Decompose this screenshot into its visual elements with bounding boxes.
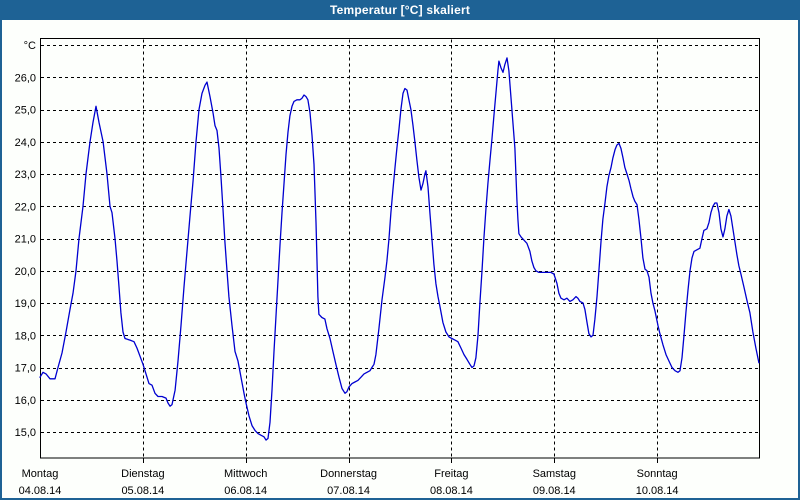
y-tick-label: 23,0 [15, 169, 36, 181]
temperature-series-line [39, 57, 760, 441]
x-day-label: Freitag [434, 468, 468, 480]
y-tick-label: 24,0 [15, 137, 36, 149]
x-date-label: 07.08.14 [327, 485, 370, 497]
y-tick-label: 26,0 [15, 72, 36, 84]
x-day-label: Mittwoch [224, 468, 267, 480]
x-date-label: 09.08.14 [533, 485, 576, 497]
window-title-bar: Temperatur [°C] skaliert [0, 0, 800, 20]
y-tick-label: 17,0 [15, 363, 36, 375]
x-date-label: 05.08.14 [121, 485, 164, 497]
x-day-label: Dienstag [121, 468, 164, 480]
window-title: Temperatur [°C] skaliert [329, 3, 471, 17]
y-axis-unit-label: °C [24, 40, 36, 52]
y-tick-label: 15,0 [15, 427, 36, 439]
y-tick-label: 21,0 [15, 234, 36, 246]
x-day-label: Donnerstag [320, 468, 377, 480]
y-tick-label: 22,0 [15, 201, 36, 213]
x-date-label: 10.08.14 [636, 485, 679, 497]
x-date-label: 04.08.14 [19, 485, 62, 497]
y-tick-label: 19,0 [15, 298, 36, 310]
y-tick-label: 18,0 [15, 330, 36, 342]
y-tick-label: 16,0 [15, 395, 36, 407]
x-day-label: Sonntag [637, 468, 678, 480]
x-date-label: 08.08.14 [430, 485, 473, 497]
y-tick-label: 25,0 [15, 105, 36, 117]
y-tick-label: 20,0 [15, 266, 36, 278]
x-date-label: 06.08.14 [224, 485, 267, 497]
x-day-label: Montag [22, 468, 59, 480]
plot-border [40, 38, 760, 459]
x-day-label: Samstag [533, 468, 576, 480]
